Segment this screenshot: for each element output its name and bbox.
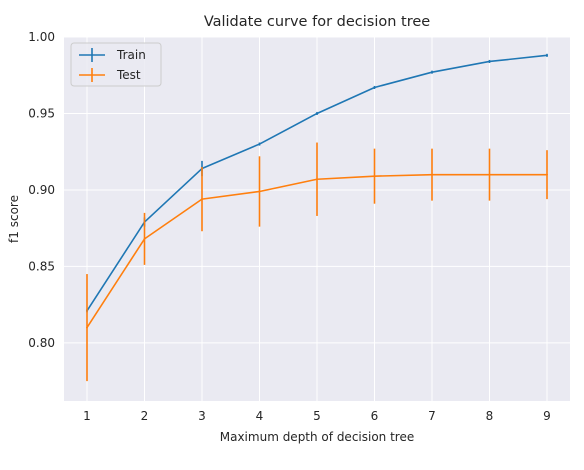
test-point xyxy=(373,175,376,178)
series-lines xyxy=(86,53,548,382)
test-point xyxy=(258,190,261,193)
y-tick-label: 0.90 xyxy=(28,183,55,197)
x-tick-label: 9 xyxy=(543,409,551,423)
test-point xyxy=(143,237,146,240)
train-point xyxy=(431,71,433,74)
y-axis-label: f1 score xyxy=(7,195,21,243)
y-tick-label: 0.85 xyxy=(28,259,55,273)
test-point xyxy=(488,173,491,176)
x-tick-label: 3 xyxy=(198,409,206,423)
x-tick-label: 4 xyxy=(256,409,264,423)
x-tick-label: 8 xyxy=(486,409,494,423)
x-axis-label: Maximum depth of decision tree xyxy=(220,430,414,444)
train-point xyxy=(546,54,548,57)
x-tick-label: 6 xyxy=(371,409,379,423)
test-point xyxy=(431,173,433,176)
tick-labels: 1 2 3 4 5 6 7 8 9 0.80 0.85 0.90 0.95 1.00 xyxy=(28,30,551,423)
test-point xyxy=(316,178,318,181)
y-tick-label: 0.95 xyxy=(28,106,55,120)
test-point xyxy=(86,326,88,329)
y-tick-label: 1.00 xyxy=(28,30,55,44)
train-point xyxy=(316,112,318,115)
legend: Train Test xyxy=(70,42,162,87)
x-tick-label: 1 xyxy=(83,409,91,423)
y-tick-label: 0.80 xyxy=(28,336,55,350)
train-point xyxy=(373,86,376,89)
chart-title: Validate curve for decision tree xyxy=(204,14,430,30)
test-point xyxy=(201,198,203,201)
legend-test-label: Test xyxy=(116,68,141,82)
legend-box xyxy=(70,42,162,87)
x-tick-label: 5 xyxy=(313,409,321,423)
legend-train-label: Train xyxy=(116,48,146,62)
x-tick-label: 7 xyxy=(428,409,436,423)
series-test xyxy=(86,142,548,382)
train-point xyxy=(488,60,491,63)
test-point xyxy=(546,173,548,176)
x-tick-label: 2 xyxy=(141,409,149,423)
train-point xyxy=(258,143,261,145)
